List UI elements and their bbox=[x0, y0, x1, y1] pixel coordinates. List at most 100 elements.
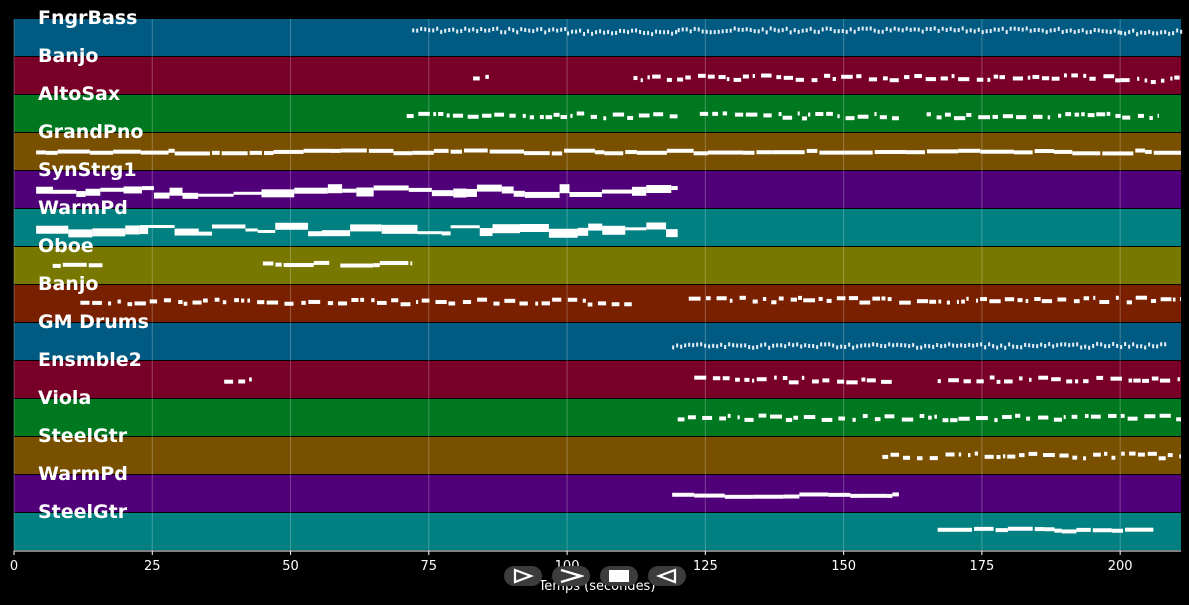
note bbox=[544, 30, 547, 35]
note bbox=[832, 343, 835, 348]
note bbox=[972, 343, 975, 348]
note bbox=[1115, 295, 1119, 300]
note bbox=[694, 375, 707, 380]
note bbox=[940, 76, 948, 81]
play-forward-button[interactable] bbox=[504, 566, 542, 586]
note bbox=[1106, 111, 1111, 116]
note bbox=[892, 343, 895, 348]
fast-forward-button[interactable] bbox=[552, 566, 590, 586]
note bbox=[611, 302, 620, 307]
note bbox=[1054, 528, 1062, 533]
note bbox=[796, 342, 799, 347]
note bbox=[1180, 29, 1183, 34]
note bbox=[627, 30, 630, 35]
note bbox=[692, 343, 695, 348]
note bbox=[148, 224, 175, 228]
note bbox=[602, 225, 626, 235]
note bbox=[841, 29, 844, 34]
note bbox=[1003, 379, 1013, 384]
note bbox=[826, 298, 832, 303]
note bbox=[615, 30, 618, 35]
note bbox=[257, 300, 265, 305]
note bbox=[1140, 30, 1143, 35]
note bbox=[856, 344, 859, 349]
note bbox=[722, 376, 730, 381]
note bbox=[611, 31, 614, 36]
note bbox=[920, 345, 923, 350]
note bbox=[484, 28, 487, 33]
note bbox=[262, 261, 274, 266]
note bbox=[448, 28, 451, 33]
note bbox=[446, 113, 450, 118]
note bbox=[435, 300, 447, 305]
note bbox=[441, 231, 451, 236]
note bbox=[844, 150, 873, 155]
note bbox=[987, 77, 991, 82]
note bbox=[436, 26, 439, 31]
note bbox=[944, 112, 951, 117]
note bbox=[913, 27, 916, 32]
note bbox=[958, 77, 970, 82]
note bbox=[929, 27, 932, 32]
note bbox=[1044, 527, 1055, 532]
note bbox=[420, 26, 423, 31]
note bbox=[820, 342, 823, 347]
note bbox=[985, 29, 988, 34]
note bbox=[880, 343, 883, 348]
note bbox=[916, 299, 929, 304]
note bbox=[957, 28, 960, 33]
track-label: Viola bbox=[38, 387, 92, 409]
note bbox=[591, 31, 594, 36]
note bbox=[1160, 30, 1163, 35]
note bbox=[68, 229, 93, 238]
note bbox=[1145, 149, 1152, 154]
note bbox=[789, 30, 792, 35]
note bbox=[676, 343, 679, 348]
note bbox=[245, 228, 258, 232]
note bbox=[864, 343, 867, 348]
note bbox=[52, 263, 61, 268]
stop-button[interactable] bbox=[600, 566, 638, 586]
note bbox=[418, 111, 430, 116]
note bbox=[182, 192, 199, 199]
note bbox=[697, 27, 700, 32]
note bbox=[368, 148, 394, 153]
note bbox=[1072, 342, 1075, 347]
note bbox=[582, 298, 586, 303]
note bbox=[466, 188, 477, 197]
note bbox=[1066, 379, 1073, 384]
note bbox=[874, 150, 907, 155]
note bbox=[848, 342, 851, 347]
note bbox=[1122, 115, 1131, 120]
note bbox=[477, 297, 488, 302]
note bbox=[1057, 26, 1060, 31]
note bbox=[1149, 115, 1153, 120]
note bbox=[583, 32, 586, 37]
note bbox=[1093, 452, 1101, 457]
rewind-button[interactable] bbox=[648, 566, 686, 586]
track-band bbox=[14, 361, 1181, 398]
note bbox=[509, 113, 516, 118]
note bbox=[1132, 342, 1135, 347]
note bbox=[752, 74, 755, 79]
note bbox=[183, 301, 188, 306]
note bbox=[788, 380, 799, 385]
note bbox=[944, 343, 947, 348]
note bbox=[804, 343, 807, 348]
note bbox=[301, 300, 306, 305]
note bbox=[712, 376, 721, 381]
note bbox=[1090, 414, 1101, 419]
note bbox=[768, 345, 771, 350]
note bbox=[785, 26, 788, 31]
note bbox=[1104, 344, 1107, 349]
note bbox=[1051, 377, 1061, 382]
note bbox=[729, 28, 732, 33]
note bbox=[36, 186, 54, 194]
note bbox=[1068, 343, 1071, 348]
note bbox=[1159, 413, 1171, 418]
note bbox=[646, 185, 672, 194]
note bbox=[771, 300, 777, 305]
note bbox=[940, 344, 943, 349]
note bbox=[539, 115, 544, 120]
note bbox=[575, 29, 578, 34]
